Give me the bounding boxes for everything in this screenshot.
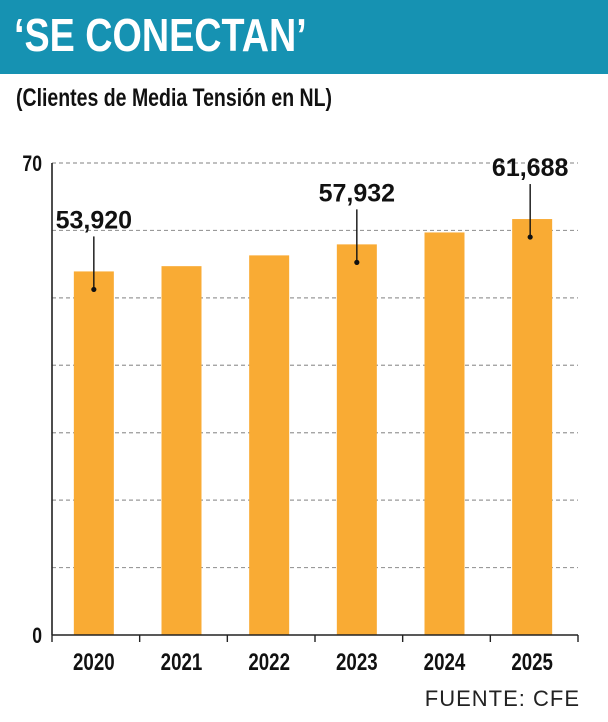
header-banner: ‘SE CONECTAN’ (0, 0, 608, 74)
callout-dot (91, 286, 97, 293)
value-label: 57,932 (319, 179, 395, 207)
bar-2025 (512, 219, 553, 635)
bar-2020 (73, 271, 114, 635)
value-label: 61,688 (492, 154, 569, 182)
y-tick-label: 0 (32, 624, 42, 648)
y-tick-label: 70 (22, 152, 42, 176)
x-tick-label: 2022 (248, 649, 290, 676)
callout-dot (527, 234, 533, 240)
bar-2023 (336, 244, 377, 635)
x-tick-label: 2020 (73, 649, 115, 676)
bar-2021 (161, 266, 202, 635)
bar-2024 (424, 232, 465, 636)
bar-2022 (249, 255, 290, 635)
x-tick-label: 2025 (511, 649, 553, 676)
callout-dot (354, 259, 360, 265)
chart-title: ‘SE CONECTAN’ (14, 9, 307, 61)
x-tick-label: 2023 (336, 649, 378, 676)
value-label: 53,920 (56, 206, 132, 234)
source-note: FUENTE: CFE (424, 686, 580, 711)
x-tick-label: 2021 (161, 649, 203, 676)
chart-subtitle: (Clientes de Media Tensión en NL) (16, 84, 333, 112)
x-tick-label: 2024 (424, 649, 466, 676)
